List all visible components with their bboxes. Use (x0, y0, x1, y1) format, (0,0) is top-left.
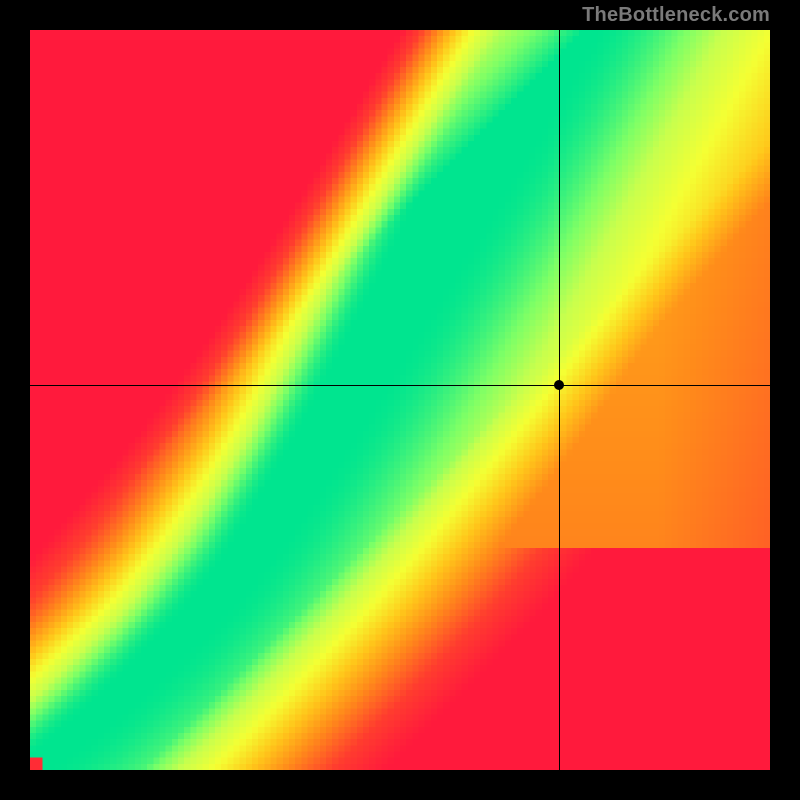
bottleneck-heatmap (30, 30, 770, 770)
crosshair-vertical (559, 30, 560, 770)
chart-container: TheBottleneck.com (0, 0, 800, 800)
watermark-text: TheBottleneck.com (582, 4, 770, 27)
crosshair-horizontal (30, 385, 770, 386)
crosshair-marker (554, 380, 564, 390)
